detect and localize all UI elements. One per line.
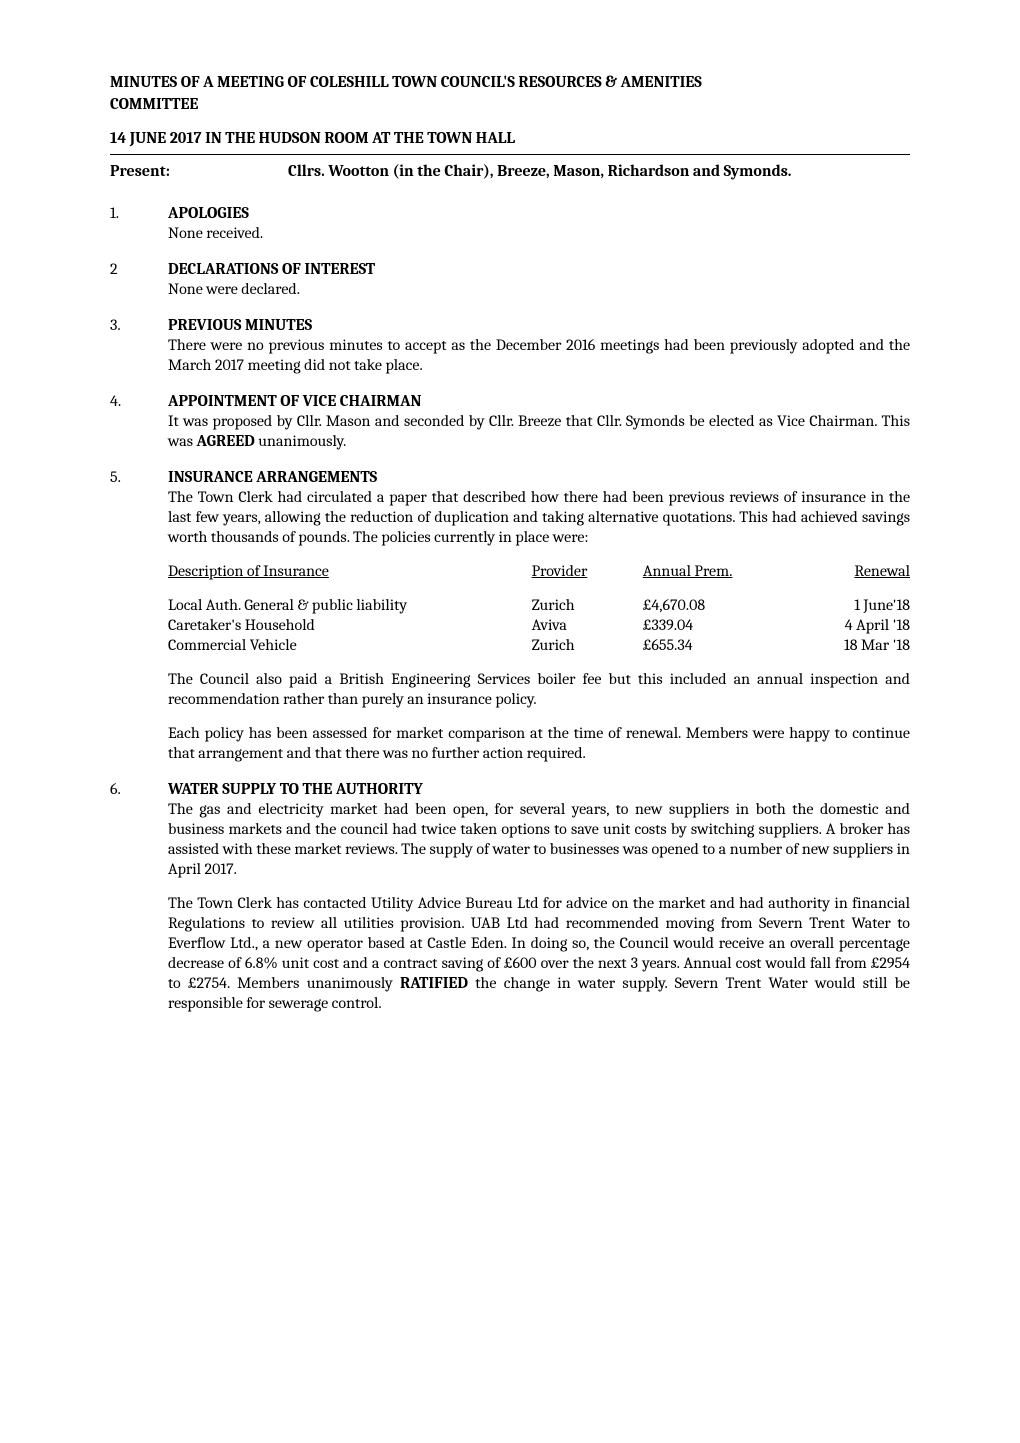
section-number: 5. [110, 467, 168, 763]
table-cell: £655.34 [643, 635, 791, 655]
section-number: 4. [110, 391, 168, 451]
section-title: INSURANCE ARRANGEMENTS [168, 467, 910, 487]
table-cell: £339.04 [643, 615, 791, 635]
section-number: 2 [110, 259, 168, 299]
section-title: PREVIOUS MINUTES [168, 315, 910, 335]
table-cell: Commercial Vehicle [168, 635, 532, 655]
section-water-supply: 6. WATER SUPPLY TO THE AUTHORITY The gas… [110, 779, 910, 1013]
section-para: None were declared. [168, 279, 910, 299]
section-para: It was proposed by Cllr. Mason and secon… [168, 411, 910, 451]
table-cell: Zurich [532, 635, 643, 655]
table-header: Renewal [791, 561, 910, 581]
section-para: Each policy has been assessed for market… [168, 723, 910, 763]
section-number: 3. [110, 315, 168, 375]
table-cell: £4,670.08 [643, 595, 791, 615]
table-cell: Caretaker's Household [168, 615, 532, 635]
table-header-row: Description of Insurance Provider Annual… [168, 561, 910, 581]
section-number: 1. [110, 203, 168, 243]
text-run-bold: AGREED [197, 432, 255, 450]
divider-rule [110, 154, 910, 155]
table-header: Description of Insurance [168, 561, 532, 581]
table-cell: Aviva [532, 615, 643, 635]
table-header: Provider [532, 561, 643, 581]
section-title: APOLOGIES [168, 203, 910, 223]
present-label: Present: [110, 161, 288, 181]
table-cell: 18 Mar '18 [791, 635, 910, 655]
section-apologies: 1. APOLOGIES None received. [110, 203, 910, 243]
section-title: APPOINTMENT OF VICE CHAIRMAN [168, 391, 910, 411]
text-run: unanimously. [255, 432, 346, 450]
table-cell: Local Auth. General & public liability [168, 595, 532, 615]
table-row: Commercial Vehicle Zurich £655.34 18 Mar… [168, 635, 910, 655]
table-cell: Zurich [532, 595, 643, 615]
section-title: WATER SUPPLY TO THE AUTHORITY [168, 779, 910, 799]
section-number: 6. [110, 779, 168, 1013]
present-row: Present: Cllrs. Wootton (in the Chair), … [110, 161, 910, 181]
section-title: DECLARATIONS OF INTEREST [168, 259, 910, 279]
table-row: Caretaker's Household Aviva £339.04 4 Ap… [168, 615, 910, 635]
table-cell: 1 June'18 [791, 595, 910, 615]
minutes-title-line1: MINUTES OF A MEETING OF COLESHILL TOWN C… [110, 72, 910, 92]
section-para: None received. [168, 223, 910, 243]
section-previous-minutes: 3. PREVIOUS MINUTES There were no previo… [110, 315, 910, 375]
table-cell: 4 April '18 [791, 615, 910, 635]
section-para: The gas and electricity market had been … [168, 799, 910, 879]
minutes-title-line2: COMMITTEE [110, 94, 910, 114]
section-para: There were no previous minutes to accept… [168, 335, 910, 375]
present-value: Cllrs. Wootton (in the Chair), Breeze, M… [288, 161, 910, 181]
table-row: Local Auth. General & public liability Z… [168, 595, 910, 615]
section-insurance: 5. INSURANCE ARRANGEMENTS The Town Clerk… [110, 467, 910, 763]
table-header: Annual Prem. [643, 561, 791, 581]
section-vice-chairman: 4. APPOINTMENT OF VICE CHAIRMAN It was p… [110, 391, 910, 451]
section-para: The Council also paid a British Engineer… [168, 669, 910, 709]
text-run-bold: RATIFIED [400, 974, 468, 992]
insurance-table: Description of Insurance Provider Annual… [168, 561, 910, 655]
meeting-date-location: 14 JUNE 2017 IN THE HUDSON ROOM AT THE T… [110, 128, 910, 148]
section-declarations: 2 DECLARATIONS OF INTEREST None were dec… [110, 259, 910, 299]
section-para: The Town Clerk has contacted Utility Adv… [168, 893, 910, 1013]
section-para: The Town Clerk had circulated a paper th… [168, 487, 910, 547]
